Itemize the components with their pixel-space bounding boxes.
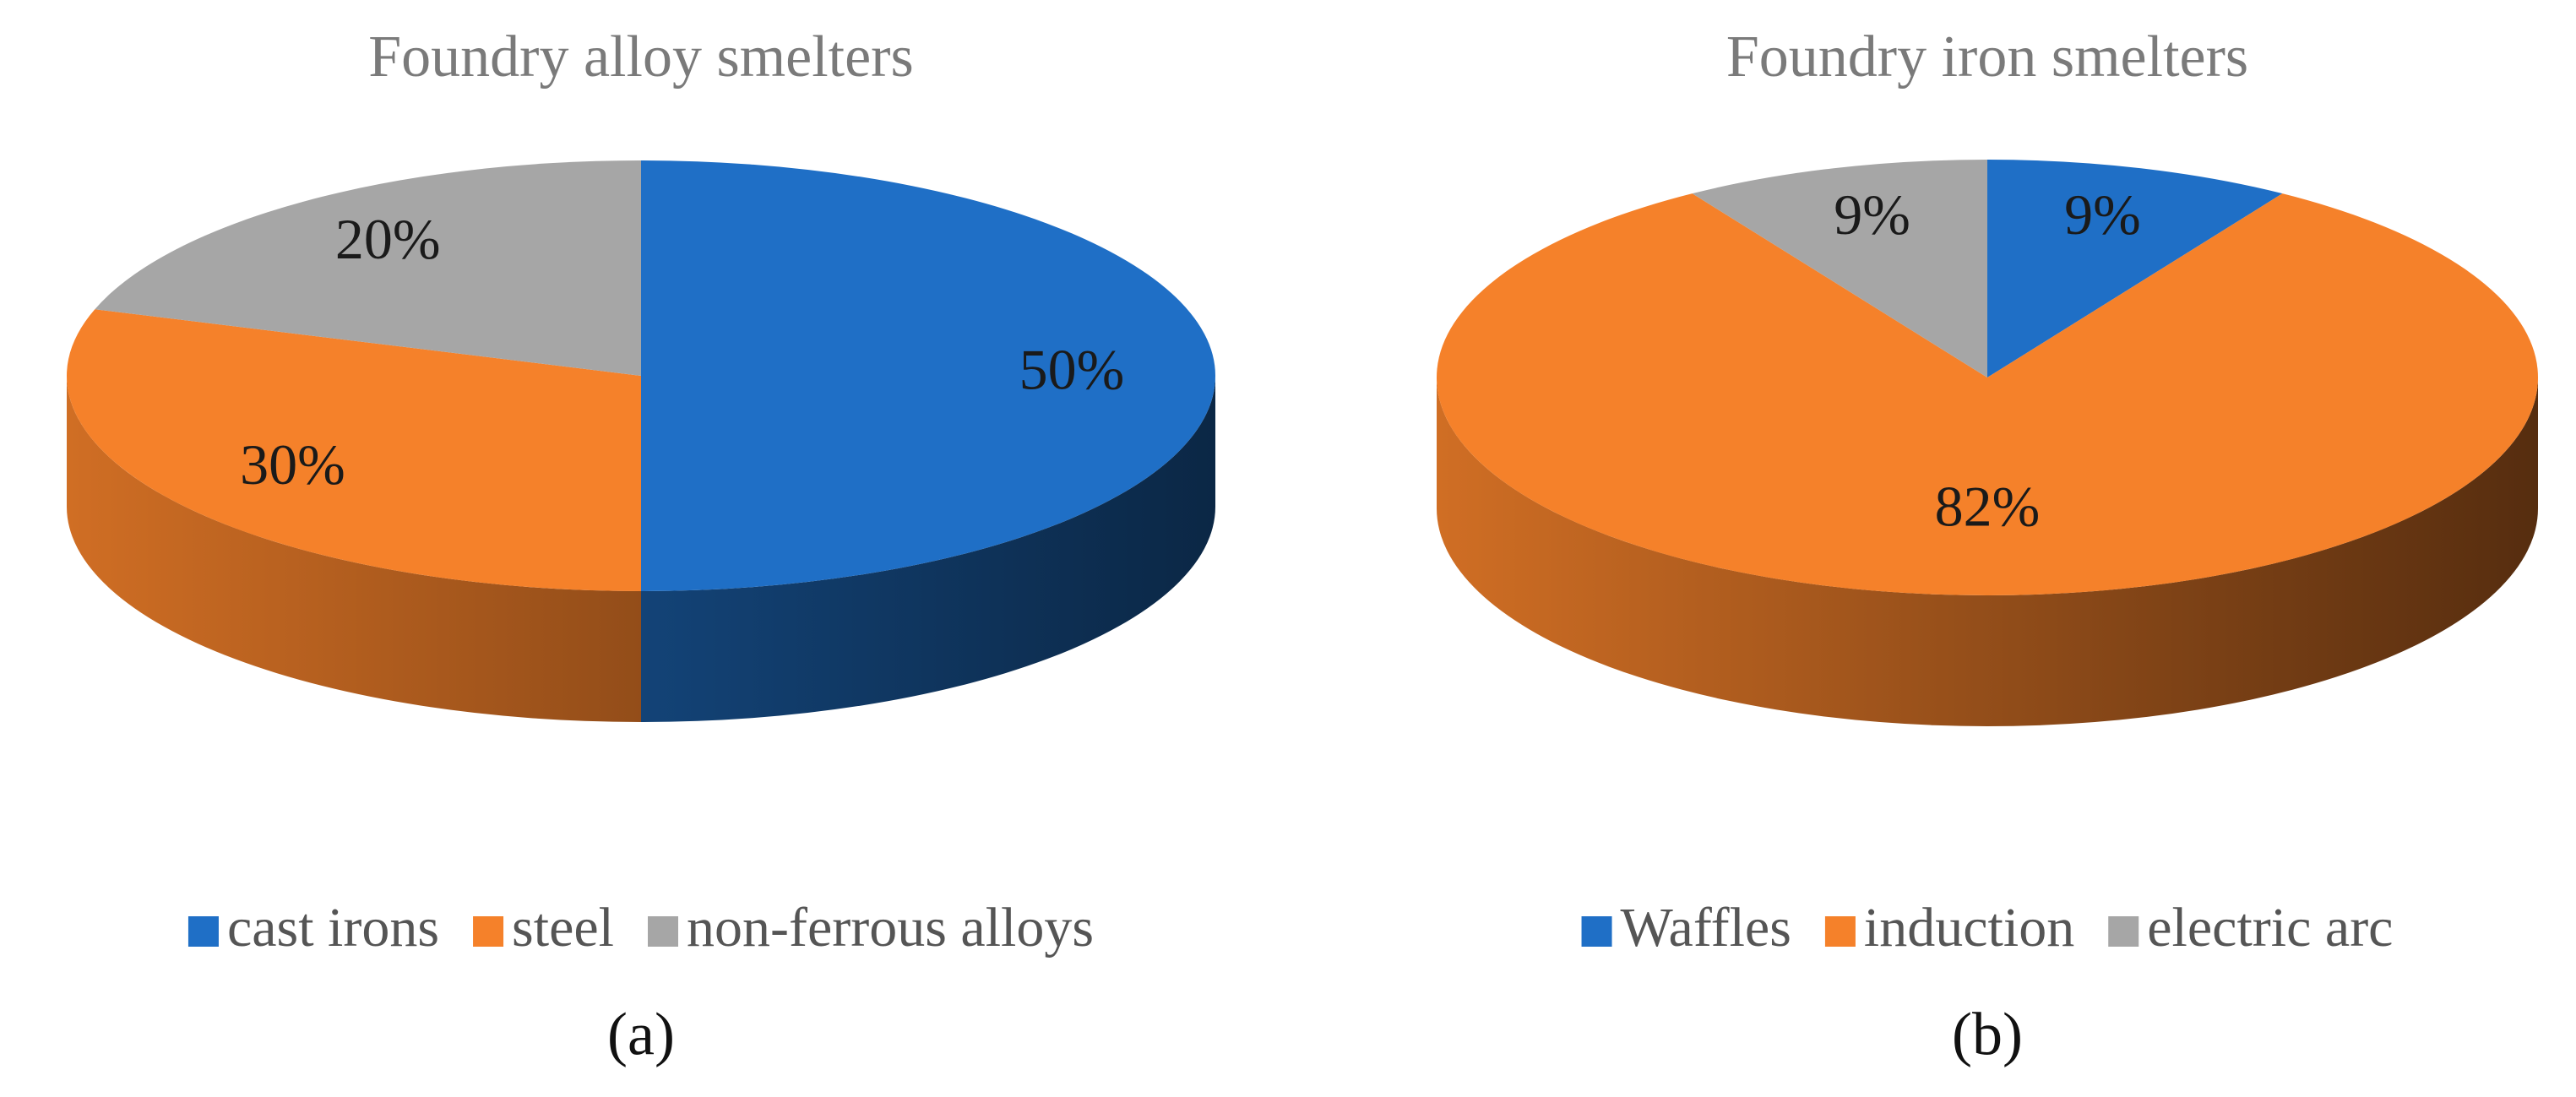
value-label: 20% (335, 207, 441, 271)
legend-label: induction (1864, 897, 2074, 959)
legend-label: steel (512, 897, 614, 959)
slice-side (67, 376, 641, 722)
pie-slice (1437, 193, 2539, 595)
legend-label: non-ferrous alloys (687, 897, 1094, 959)
chart-title: Foundry alloy smelters (368, 24, 913, 90)
pie-slice (1692, 160, 1987, 377)
legend-swatch (2108, 916, 2139, 947)
panel-label: (a) (607, 1001, 675, 1068)
value-label: 9% (2064, 182, 2141, 247)
value-label: 82% (1935, 475, 2041, 539)
value-label: 50% (1019, 338, 1125, 402)
pie-slice (95, 160, 642, 376)
panel-label: (b) (1952, 1001, 2023, 1068)
pie-slice (641, 160, 1215, 591)
value-label: 30% (240, 432, 345, 497)
legend-swatch (648, 916, 679, 947)
legend-swatch (1581, 916, 1612, 947)
slice-side (1437, 377, 2538, 726)
legend: Waffles induction electric arc (1581, 897, 2393, 959)
legend-label: electric arc (2147, 897, 2393, 959)
pie-slice (66, 309, 641, 591)
legend-swatch (473, 916, 504, 947)
legend-swatch (187, 916, 219, 947)
value-label: 9% (1834, 182, 1910, 247)
legend-swatch (1824, 916, 1856, 947)
legend-label: Waffles (1621, 897, 1791, 959)
chart-title: Foundry iron smelters (1726, 24, 2248, 90)
slice-side (641, 376, 1215, 722)
pie-slice (1987, 160, 2283, 377)
legend: cast irons steel non-ferrous alloys (187, 897, 1094, 959)
legend-label: cast irons (227, 897, 439, 959)
